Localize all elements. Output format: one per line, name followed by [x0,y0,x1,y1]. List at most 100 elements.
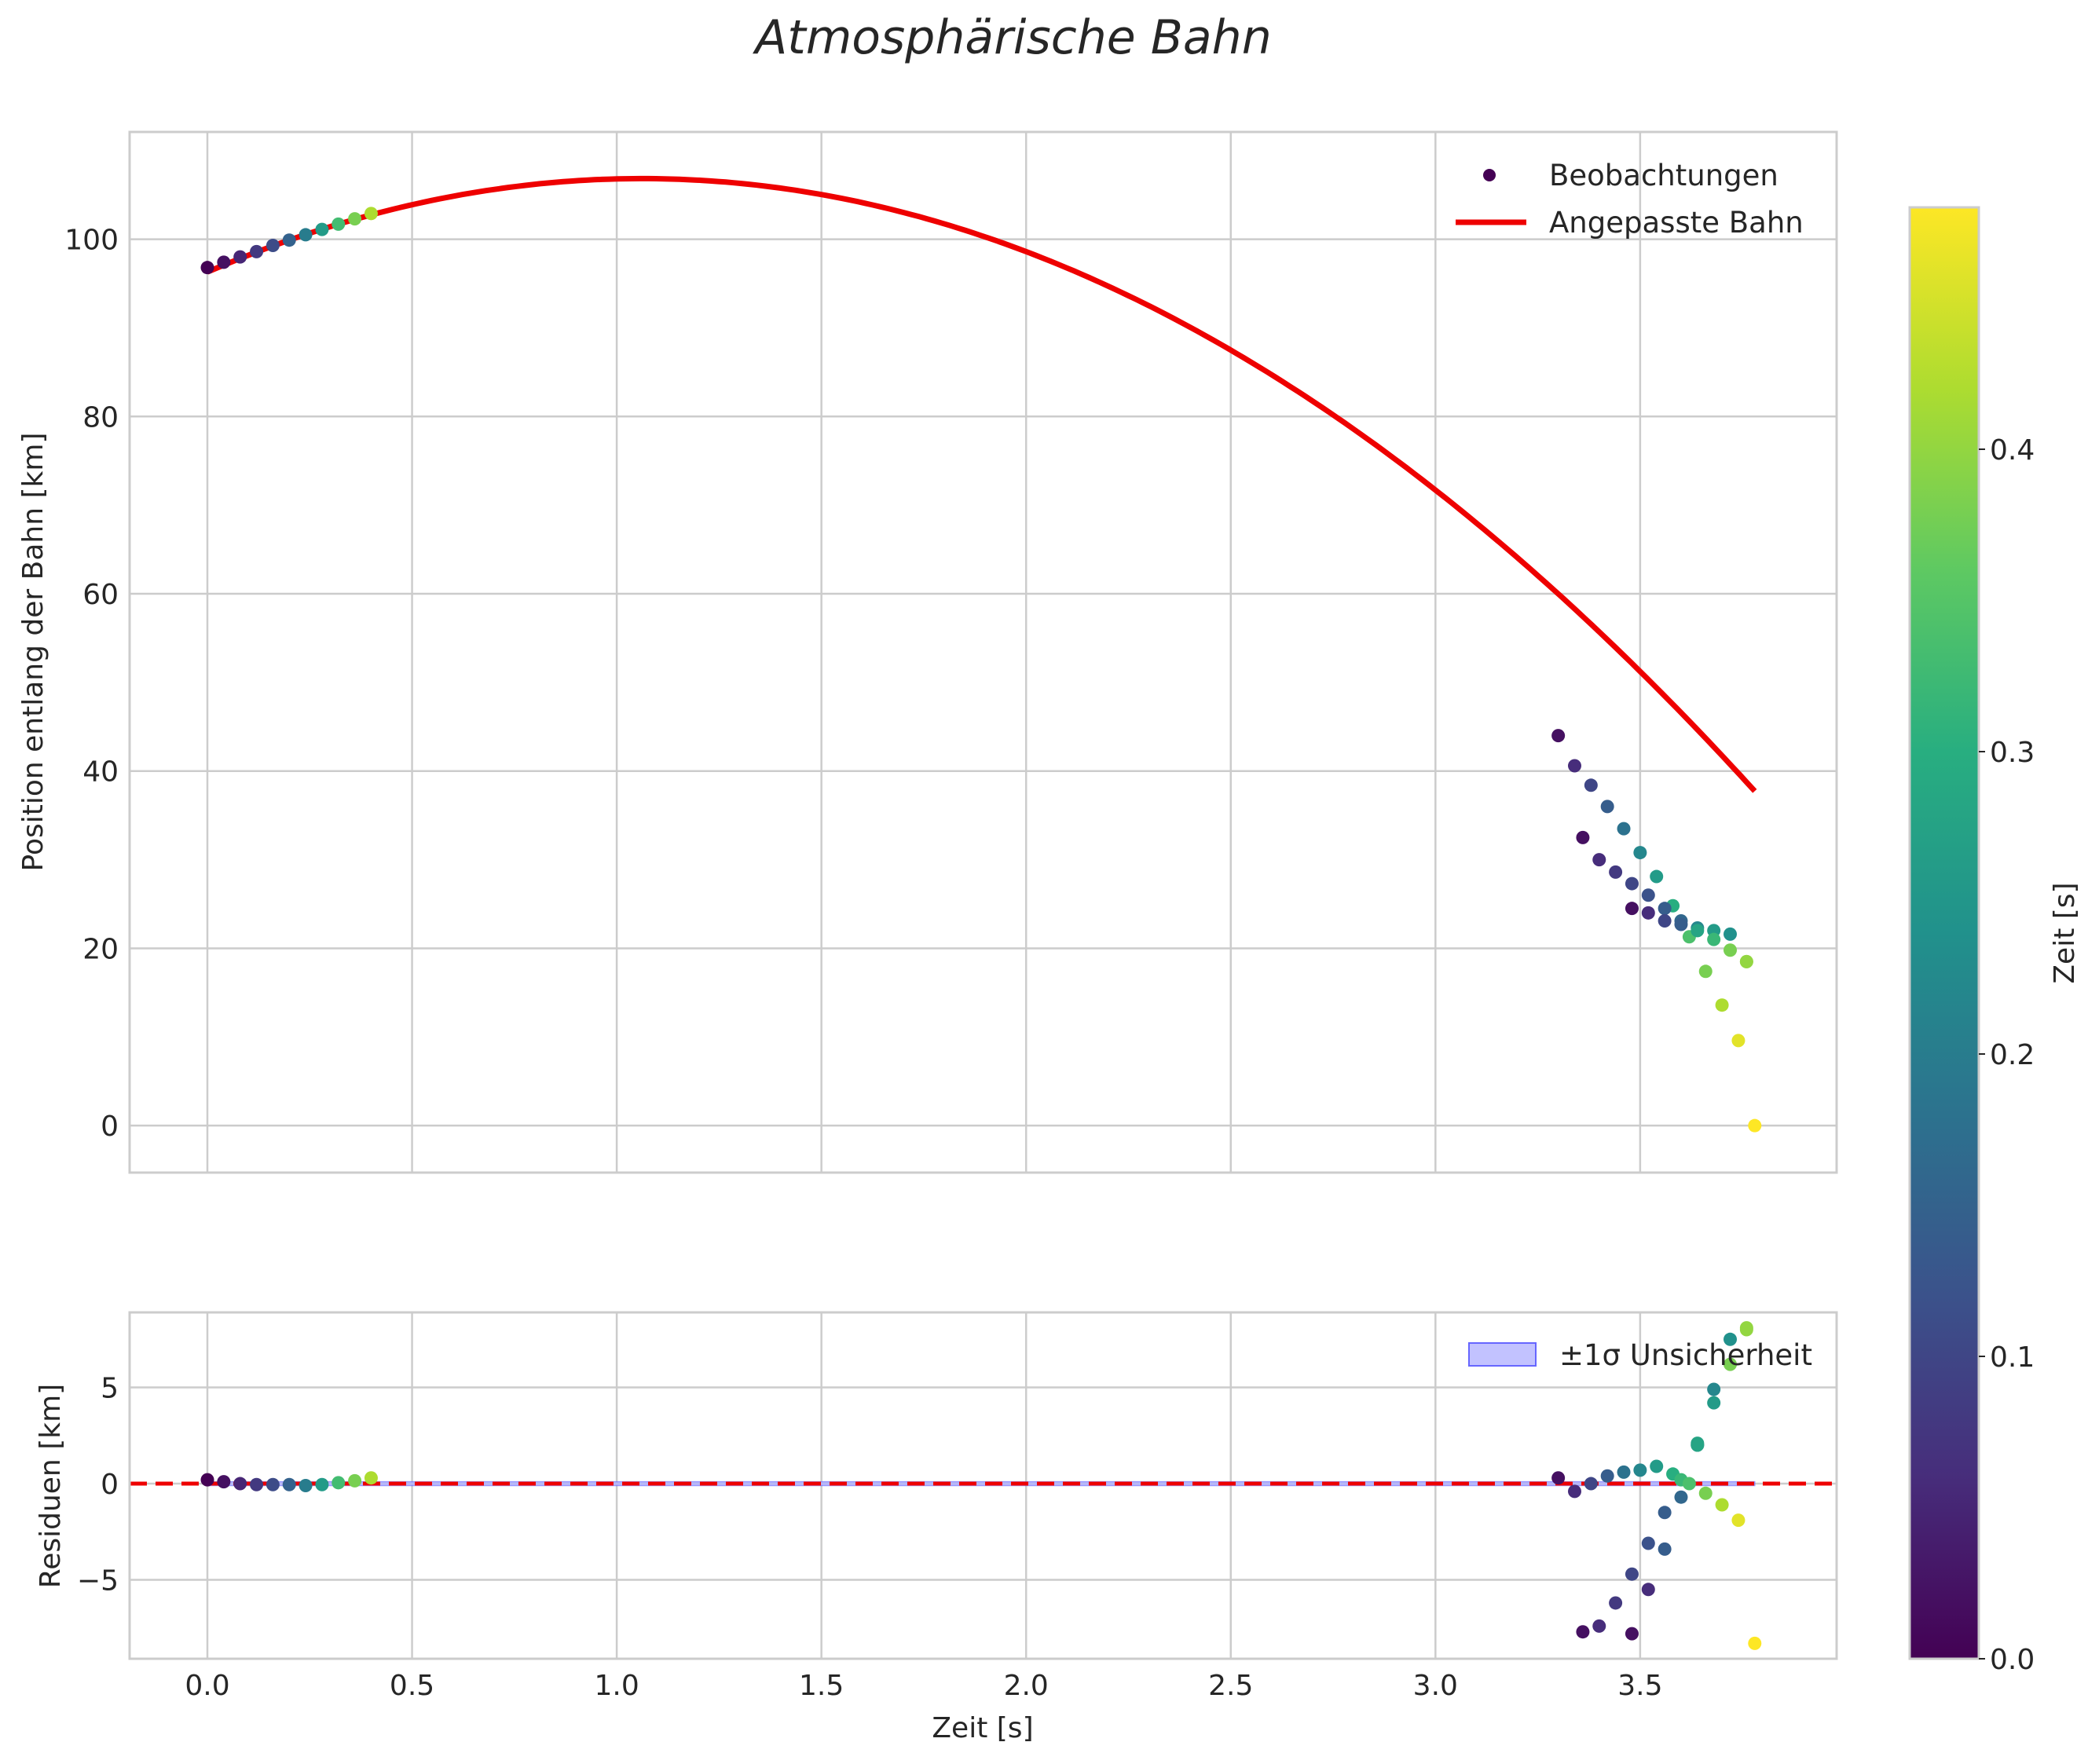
observation-point [1576,830,1590,844]
colorbar-tick-label: 0.1 [1990,1341,2035,1374]
observation-point [1625,902,1639,916]
x-tick-label: 2.5 [1208,1670,1253,1702]
x-tick-label: 1.0 [594,1670,639,1702]
bottom-plot-frame [128,1311,1838,1660]
bottom-panel: 50−5 Residuen [km] ±1σ Unsicherheit 0.0 0… [35,1311,1838,1744]
residual-point [1707,1396,1721,1410]
bottom-y-tick-labels: 5 0 −5 [77,1373,119,1597]
top-panel: 0 20 40 60 80 100 Position entlang der Bahn [… [17,130,1838,1174]
x-tick-label: 2.0 [1004,1670,1049,1702]
observation-point [1715,998,1729,1012]
observation-point [217,255,231,269]
residual-point [1567,1484,1581,1499]
observation-point [1748,1118,1762,1133]
top-y-tick-label: 80 [82,401,119,434]
legend-fit-label: Angepasste Bahn [1549,206,1804,240]
observation-point [1650,869,1664,884]
observation-point [1739,954,1753,968]
x-tick-labels: 0.0 0.5 1.0 1.5 2.0 2.5 3.0 3.5 [185,1670,1662,1702]
residual-point [1641,1536,1655,1550]
observation-point [200,261,214,275]
x-tick-label: 3.0 [1413,1670,1458,1702]
bottom-y-axis-label: Residuen [km] [35,1384,67,1588]
residual-point [200,1473,214,1487]
colorbar-tick-label: 0.3 [1990,737,2035,769]
residual-point [1592,1619,1606,1633]
uncertainty-band [207,1480,1756,1487]
colorbar-tick-labels: 0.0 0.1 0.2 0.3 0.4 [1979,434,2035,1676]
residual-point [1707,1382,1721,1396]
x-tick-label: 0.0 [185,1670,229,1702]
observation-point [1641,906,1655,920]
residual-point [1584,1477,1598,1491]
residual-point [217,1475,231,1489]
observation-point [364,207,378,221]
observation-point [1600,800,1614,814]
residual-point [1617,1465,1631,1479]
chart-title: Atmosphärische Bahn [752,10,1271,65]
x-tick-label: 3.5 [1617,1670,1662,1702]
residual-point [1600,1469,1614,1483]
top-y-tick-label: 0 [101,1111,119,1143]
residual-point [282,1477,296,1491]
residual-point [1625,1567,1639,1581]
residual-point [1674,1490,1688,1504]
residual-point [1715,1498,1729,1512]
top-y-tick-labels: 0 20 40 60 80 100 [64,225,119,1144]
legend-observations-label: Beobachtungen [1549,159,1778,192]
observation-point [1625,877,1639,891]
bottom-legend: ±1σ Unsicherheit [1468,1338,1812,1372]
bottom-y-tick-label: 0 [101,1469,119,1501]
observation-point [1567,759,1581,773]
residual-point [315,1477,329,1491]
residual-point [1724,1357,1738,1371]
observation-point [1633,846,1647,860]
x-axis-label: Zeit [s] [932,1712,1033,1744]
residual-point [1609,1596,1623,1610]
top-y-tick-label: 40 [82,756,119,789]
top-plot-frame [128,130,1838,1174]
residual-point [364,1471,378,1485]
residual-point [1650,1459,1664,1473]
residual-point [1739,1321,1753,1335]
colorbar-tick-label: 0.0 [1990,1644,2035,1676]
x-tick-label: 0.5 [390,1670,434,1702]
fit-curve-line [206,175,1757,793]
colorbar-tick-label: 0.2 [1990,1039,2035,1071]
residual-point [250,1477,264,1491]
residual-point [1748,1636,1762,1650]
residual-point [1641,1583,1655,1597]
legend-observations-marker [1483,169,1496,181]
residual-point [1658,1506,1672,1520]
colorbar: 0.0 0.1 0.2 0.3 0.4 Zeit [s] [1908,206,2081,1676]
residual-point [1682,1477,1696,1491]
observation-point [1724,927,1738,941]
residual-points [200,1321,1762,1650]
observation-point [299,228,313,242]
observation-point [1592,853,1606,867]
residual-point [1698,1486,1713,1500]
residual-point [233,1477,247,1491]
observation-point [1724,943,1738,957]
observation-point [266,238,280,252]
residual-point [332,1476,346,1490]
colorbar-tick-label: 0.4 [1990,434,2035,467]
legend-uncertainty-label: ±1σ Unsicherheit [1559,1338,1812,1372]
observation-point [1731,1034,1746,1048]
residual-point [1576,1625,1590,1639]
observation-point [348,212,362,226]
observation-point [1584,778,1598,792]
residual-point [1551,1471,1566,1485]
top-y-tick-label: 20 [82,933,119,965]
observation-point [282,233,296,247]
legend-uncertainty-swatch [1468,1342,1537,1367]
observation-point [1551,729,1566,743]
observation-point [1674,917,1688,931]
observation-point [233,250,247,264]
top-y-axis-label: Position entlang der Bahn [km] [17,433,49,872]
observation-point [315,222,329,236]
top-y-tick-label: 60 [82,579,119,611]
observation-point [1658,902,1672,916]
top-grid [130,132,1837,1173]
